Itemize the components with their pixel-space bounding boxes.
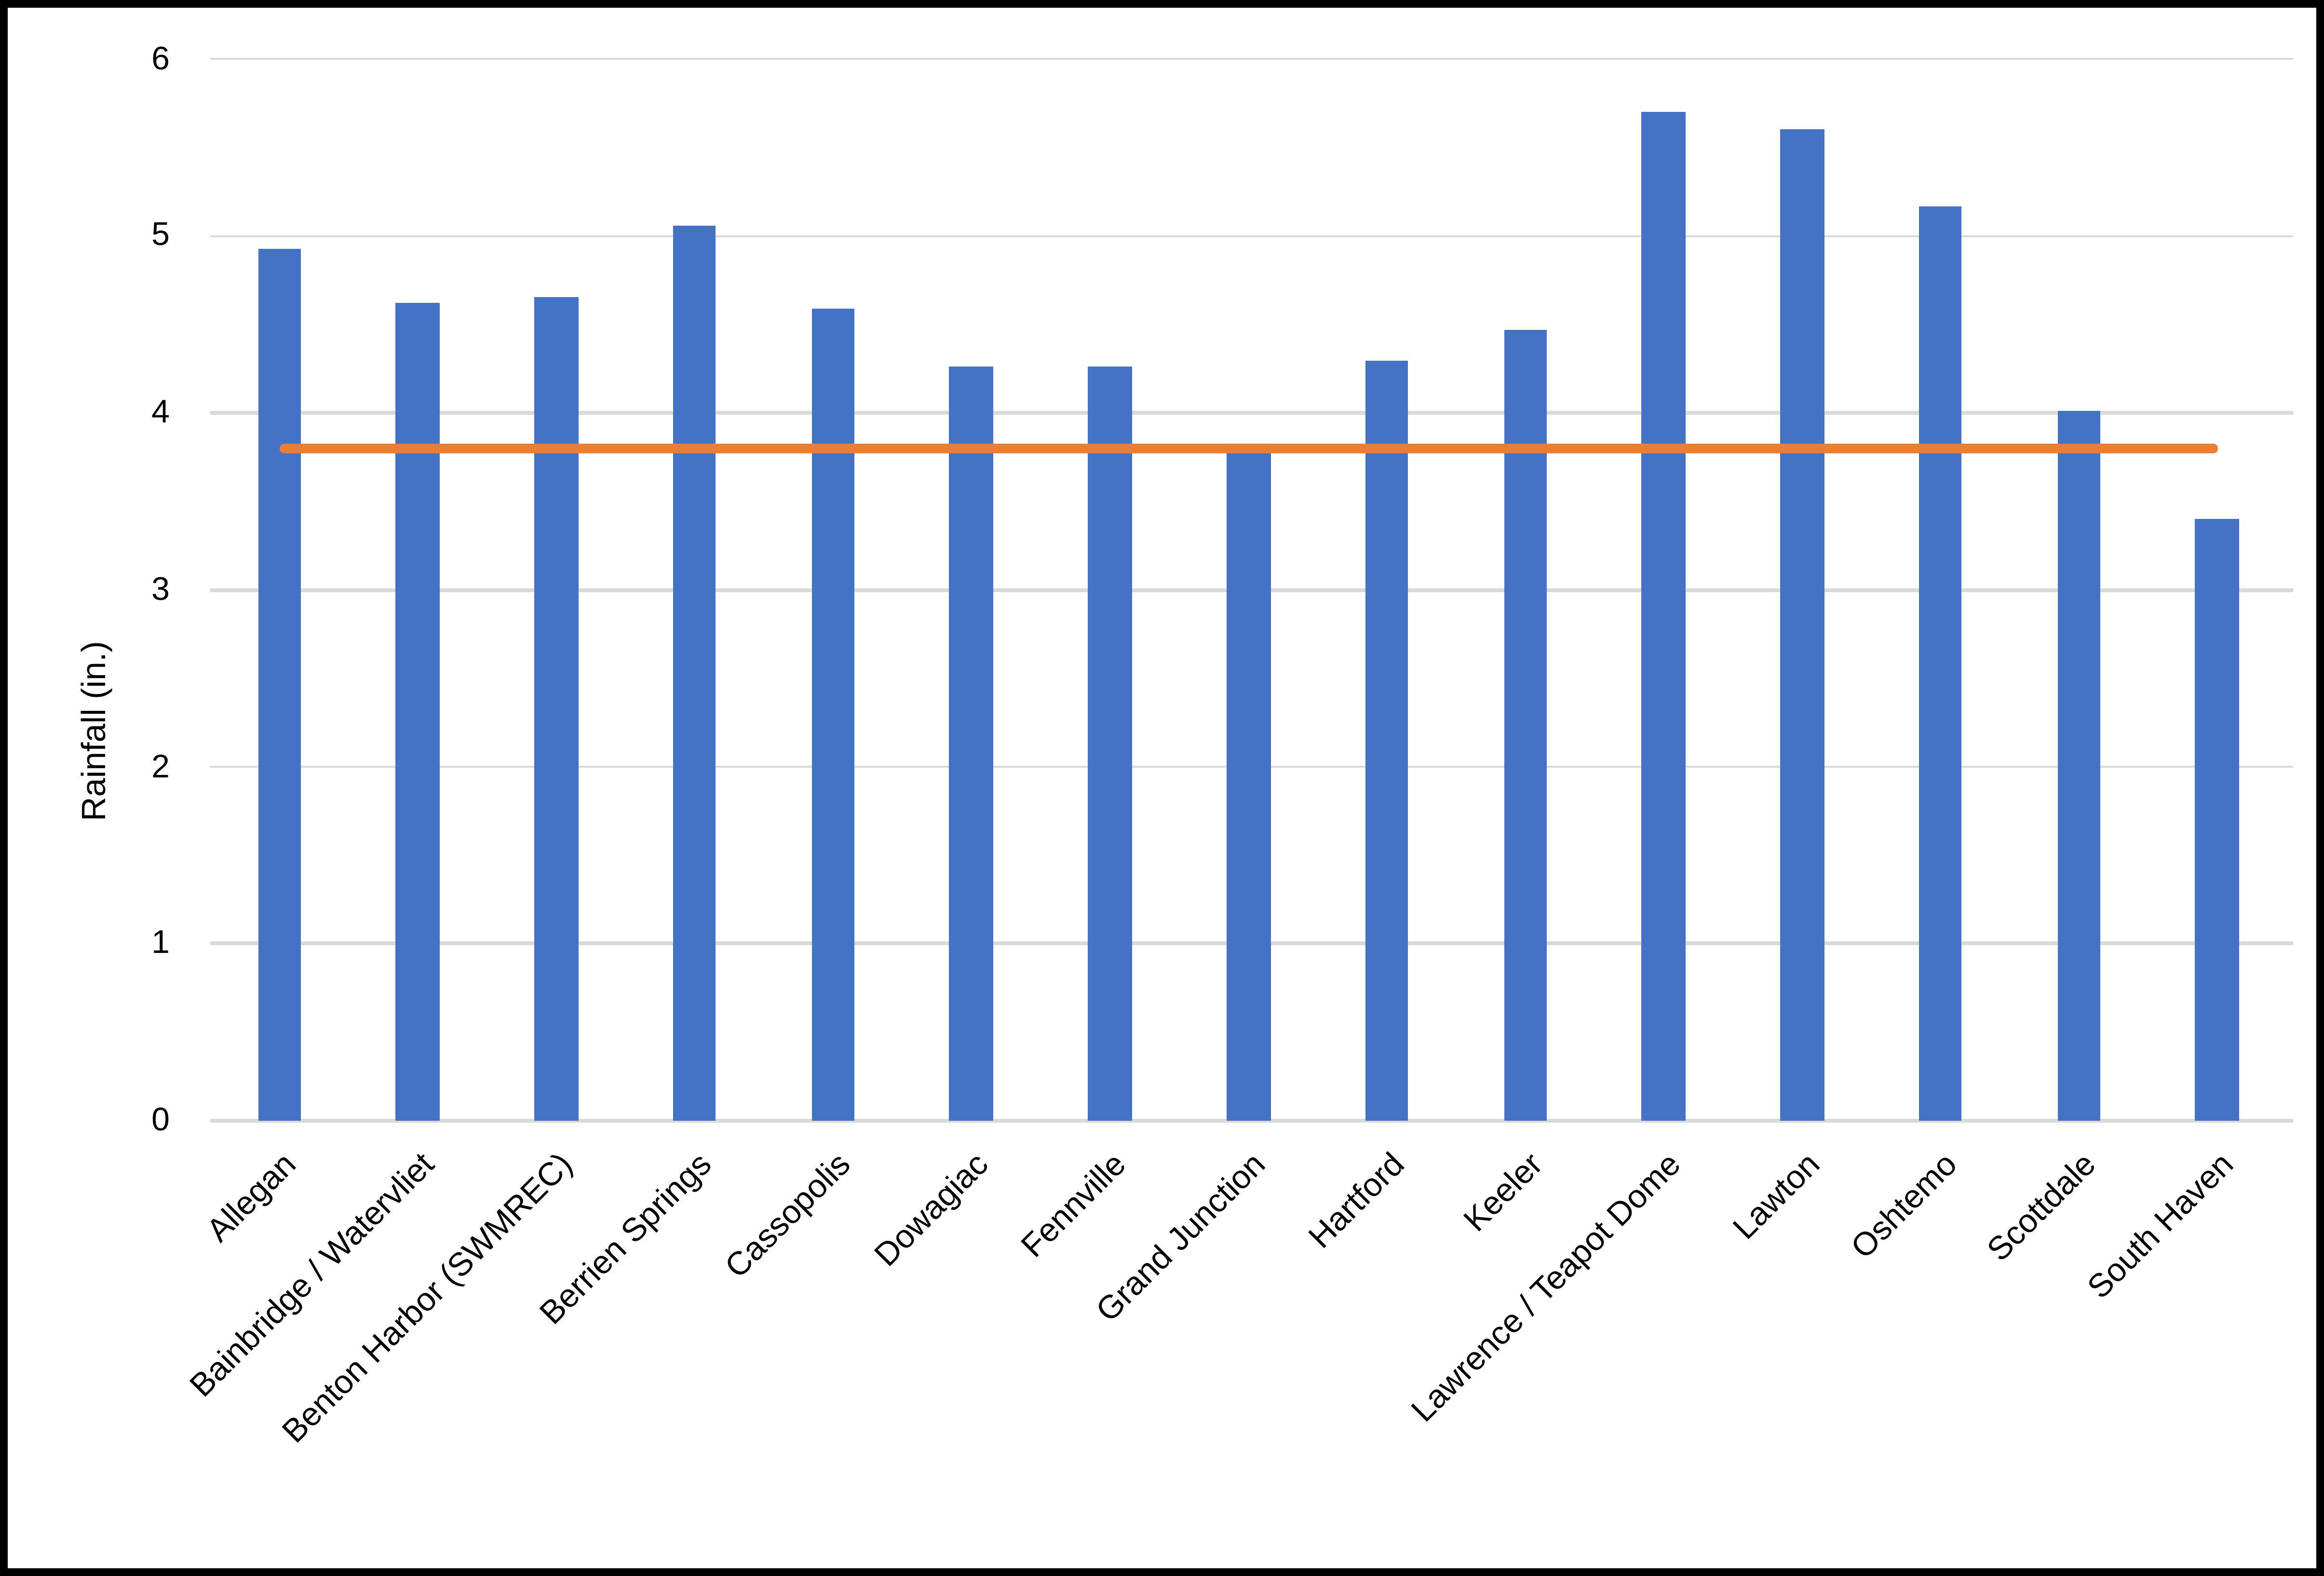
bar-benton-harbor-swmrec <box>534 296 578 1121</box>
bar-bainbridge-watervliet <box>396 303 440 1121</box>
y-tick-label: 4 <box>151 394 170 431</box>
y-tick-label: 6 <box>151 40 170 77</box>
gridline <box>210 411 2292 415</box>
plot-area: 0 1 2 3 4 5 6 Allegan Bainbridge / Watervliet Ben… <box>8 8 2316 1568</box>
bar-keeler <box>1503 330 1547 1121</box>
bar-dowagiac <box>949 367 993 1121</box>
x-category-label: Bainbridge / Watervliet <box>183 1146 442 1404</box>
y-tick-label: 2 <box>151 747 170 785</box>
gridline <box>210 234 2292 238</box>
bar-scottdale <box>2057 411 2101 1121</box>
x-category-label: South Haven <box>2081 1146 2242 1306</box>
gridline <box>210 57 2292 61</box>
bar-cassopolis <box>811 309 855 1121</box>
x-category-label: Benton Harbor (SWMREC) <box>276 1146 581 1450</box>
bar-oshtemo <box>1919 206 1962 1121</box>
bar-hartford <box>1365 360 1409 1121</box>
bar-berrien-springs <box>673 225 716 1121</box>
bar-fennville <box>1088 367 1132 1121</box>
bar-lawrence-teapot-dome <box>1642 112 1686 1121</box>
x-category-label: Scottdale <box>1980 1146 2103 1269</box>
y-tick-label: 0 <box>151 1101 170 1138</box>
x-category-label: Lawrence / Teapot Dome <box>1404 1146 1688 1429</box>
y-tick-label: 3 <box>151 571 170 608</box>
x-category-label: Hartford <box>1301 1146 1411 1256</box>
y-tick-label: 1 <box>151 924 170 962</box>
bar-lawton <box>1780 130 1824 1121</box>
bar-allegan <box>257 248 301 1121</box>
x-category-label: Oshtemo <box>1844 1146 1965 1266</box>
bar-grand-junction <box>1227 453 1270 1121</box>
x-category-label: Allegan <box>200 1146 304 1250</box>
x-category-label: Cassopolis <box>717 1146 857 1285</box>
x-category-label: Keeler <box>1456 1146 1549 1239</box>
x-category-label: Dowagiac <box>867 1146 996 1274</box>
gridline <box>210 1119 2292 1123</box>
y-tick-label: 5 <box>151 217 170 254</box>
bar-south-haven <box>2195 519 2239 1121</box>
x-category-label: Lawton <box>1725 1146 1826 1247</box>
x-category-label: Fennville <box>1015 1146 1134 1265</box>
reference-line <box>279 444 2217 453</box>
